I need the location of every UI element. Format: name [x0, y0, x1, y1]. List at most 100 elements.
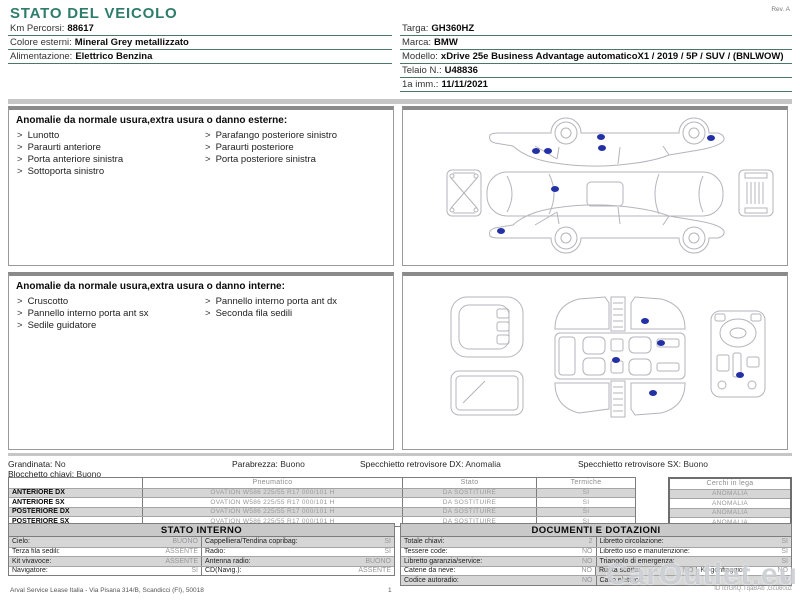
anomaly-item: > Cruscotto — [17, 296, 205, 307]
anomaly-label: Pannello interno porta ant sx — [27, 308, 149, 319]
cell-value: NO — [582, 557, 593, 565]
cell-label: Terza fila sedili: — [12, 548, 60, 556]
interior-anomalies-panel: Anomalie da normale usura,extra usura o … — [8, 272, 394, 450]
cell-label: Cappelliera/Tendina copribag: — [205, 538, 298, 546]
field-label: Colore esterni: — [10, 37, 72, 48]
tyre-spec: OVATION W586 225/55 R17 000/101 H — [143, 488, 403, 497]
tyre-termiche: SI — [537, 507, 635, 516]
damage-marker — [544, 148, 552, 154]
field-label: 1a imm.: — [402, 79, 439, 90]
field-label: Telaio N.: — [402, 65, 442, 76]
field-marca: Marca: BMW — [400, 36, 792, 50]
footer-company: Arval Service Lease Italia - Via Pisana … — [10, 587, 204, 594]
field-value: 88617 — [67, 23, 94, 34]
field-value: U48836 — [444, 65, 478, 76]
interior-damage-markers — [403, 276, 789, 449]
cell-value: NO — [582, 576, 593, 584]
tyre-row: POSTERIORE SX OVATION W586 225/55 R17 00… — [9, 516, 635, 526]
tyre-row: ANTERIORE DX OVATION W586 225/55 R17 000… — [9, 487, 635, 497]
anomaly-item: > Parafango posteriore sinistro — [205, 130, 337, 141]
bullet: > — [17, 320, 23, 331]
summary-blocchetto-chiavi: Blocchetto chiavi: Buono — [8, 469, 101, 479]
anomaly-label: Lunotto — [27, 130, 60, 141]
summary-value: Buono — [76, 469, 102, 479]
cell-value: SI — [781, 576, 788, 584]
cell-label: Kit vivavoce: — [12, 557, 52, 565]
damage-marker — [551, 186, 559, 192]
section-divider — [8, 99, 792, 104]
field-telaio: Telaio N.: U48836 — [400, 64, 792, 78]
page-number: 1 — [388, 587, 392, 594]
cell-label: Ruota scorta: — [599, 567, 641, 575]
damage-marker — [597, 134, 605, 140]
anomaly-item: > Paraurti posteriore — [205, 142, 337, 153]
anomaly-item: > Porta anteriore sinistra — [17, 154, 205, 165]
summary-value: No — [54, 459, 66, 469]
page-title: STATO DEL VEICOLO — [10, 5, 178, 22]
field-value: xDrive 25e Business Advantage automatico… — [440, 51, 784, 62]
bullet: > — [17, 166, 23, 177]
cell-label: CD(Navig.): — [205, 567, 242, 575]
cell-label: Libretto uso e manutenzione: — [599, 548, 690, 556]
cell-value: BUONO — [365, 557, 391, 565]
summary-label: Specchietto retrovisore DX: — [360, 459, 464, 469]
alloy-value: ANOMALIA — [670, 518, 790, 527]
field-alimentazione: Alimentazione: Elettrico Benzina — [8, 50, 392, 64]
stato-interno-title: STATO INTERNO — [9, 524, 394, 537]
anomaly-item: > Porta posteriore sinistra — [205, 154, 337, 165]
bullet: > — [205, 142, 211, 153]
field-km: Km Percorsi: 88617 — [8, 22, 392, 36]
bullet: > — [17, 130, 23, 141]
damage-marker — [707, 135, 715, 141]
cell-label: Totale chiavi: — [404, 538, 445, 546]
cell-label: Navigatore: — [12, 567, 48, 575]
tyre-table: Pneumatico Stato Termiche ANTERIORE DX O… — [8, 477, 636, 527]
field-targa: Targa: GH360HZ — [400, 22, 792, 36]
field-value: Mineral Grey metallizzato — [74, 37, 189, 48]
cell-label: Radio: — [205, 548, 226, 556]
bullet: > — [205, 130, 211, 141]
damage-marker — [641, 318, 649, 324]
cell-label: Antenna radio: — [205, 557, 251, 565]
bullet: > — [17, 142, 23, 153]
cell-value: 2 — [588, 538, 593, 546]
cell-label: Codice autoradio: — [404, 576, 459, 584]
summary-parabrezza: Parabrezza: Buono — [232, 459, 305, 469]
field-label: Km Percorsi: — [10, 23, 65, 34]
tyre-row: ANTERIORE SX OVATION W586 225/55 R17 000… — [9, 497, 635, 507]
alloy-row: ANOMALIA — [670, 488, 790, 498]
cell-value: SI — [191, 567, 198, 575]
document-id: ID IcrGhQ.TqaBAb ,Gcu60uz — [714, 586, 792, 592]
tyre-header-pneumatico: Pneumatico — [143, 478, 403, 488]
alloy-wheels-header: Cerchi in lega — [670, 479, 790, 489]
tyre-table-header: Pneumatico Stato Termiche — [9, 478, 635, 488]
tyre-header-stato: Stato — [403, 478, 537, 488]
summary-value: Anomalia — [465, 459, 501, 469]
tyre-stato: DA SOSTITUIRE — [403, 488, 537, 497]
summary-label: Specchietto retrovisore SX: — [578, 459, 681, 469]
cell-label: Libretto garanzia/service: — [404, 557, 483, 565]
bullet: > — [17, 154, 23, 165]
interior-diagram-panel — [402, 272, 788, 450]
tyre-termiche: SI — [537, 488, 635, 497]
exterior-anomalies-list: > Lunotto > Paraurti anteriore > Porta ante… — [9, 130, 393, 177]
anomaly-item: > Sottoporta sinistro — [17, 166, 205, 177]
anomaly-label: Cruscotto — [27, 296, 69, 307]
cell-value: NO — [682, 567, 694, 575]
summary-grandinata: Grandinata: No — [8, 459, 66, 469]
anomaly-label: Paraurti posteriore — [215, 142, 294, 153]
alloy-value: ANOMALIA — [712, 499, 748, 507]
table-row: Kit vivavoce: ASSENTE Antenna radio: BUONO — [9, 556, 394, 566]
anomaly-label: Seconda fila sedili — [215, 308, 293, 319]
cell-value: NO — [582, 548, 593, 556]
field-label: Modello: — [402, 51, 438, 62]
table-row: Totale chiavi: 2 Libretto circolazione: SI — [401, 537, 791, 547]
cell-label: Cavo elettrico: — [599, 576, 645, 584]
anomaly-item: > Paraurti anteriore — [17, 142, 205, 153]
exterior-car-diagram — [446, 117, 774, 254]
tyre-termiche: SI — [582, 517, 590, 525]
alloy-row: ANOMALIA — [670, 517, 790, 527]
tyre-stato: DA SOSTITUIRE — [403, 507, 537, 516]
documenti-table: DOCUMENTI E DOTAZIONI Totale chiavi: 2 Li… — [400, 523, 792, 586]
tyre-row: POSTERIORE DX OVATION W586 225/55 R17 00… — [9, 506, 635, 516]
